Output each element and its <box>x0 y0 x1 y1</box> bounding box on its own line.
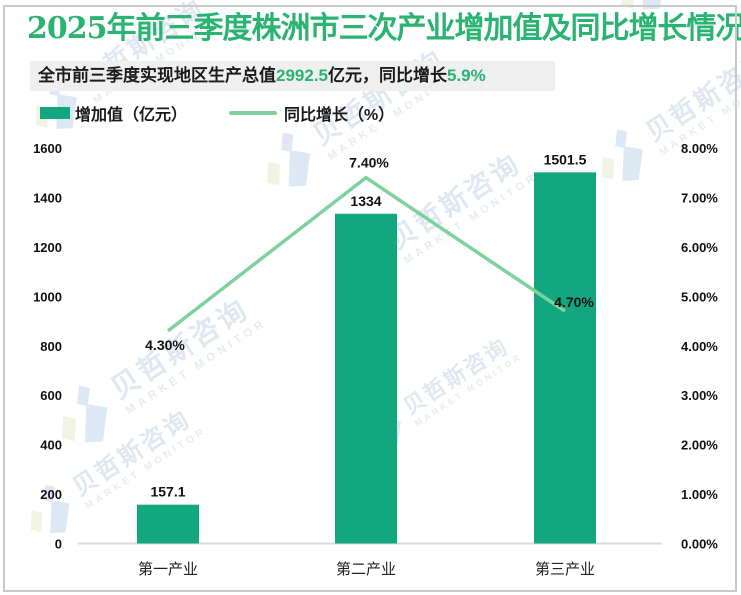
left-axis-tick: 200 <box>40 487 62 502</box>
right-axis-tick: 8.00% <box>681 141 718 156</box>
legend-item-line: 同比增长（%） <box>229 101 394 125</box>
right-axis-tick: 4.00% <box>681 339 718 354</box>
category-label: 第三产业 <box>535 560 595 578</box>
left-axis-tick: 800 <box>40 339 62 354</box>
left-axis-tick: 1000 <box>33 289 62 304</box>
right-axis-tick: 5.00% <box>681 289 718 304</box>
gdp-value: 2992.5 <box>276 66 328 85</box>
left-axis-tick: 600 <box>40 388 62 403</box>
subtitle-prefix: 全市前三季度实现地区生产总值 <box>38 66 276 85</box>
legend-bar-label: 增加值（亿元） <box>75 107 188 124</box>
growth-line <box>166 175 566 333</box>
bar-value-label: 1501.5 <box>544 151 587 167</box>
growth-value: 5.9% <box>447 66 486 85</box>
subtitle-middle: 亿元，同比增长 <box>328 66 447 85</box>
category-label: 第一产业 <box>138 560 198 578</box>
line-swatch-icon <box>229 111 278 115</box>
bar-value-label: 157.1 <box>150 484 185 500</box>
subtitle-banner: 全市前三季度实现地区生产总值2992.5亿元，同比增长5.9% <box>30 61 555 91</box>
chart-title: 2025年前三季度株洲市三次产业增加值及同比增长情况 <box>27 11 741 46</box>
growth-point-label: 7.40% <box>349 155 389 171</box>
bar <box>335 213 397 544</box>
right-axis-tick: 7.00% <box>681 190 718 205</box>
left-axis-tick: 1400 <box>33 190 62 205</box>
legend-line-label: 同比增长（%） <box>284 107 395 124</box>
category-label: 第二产业 <box>336 560 396 578</box>
right-axis-tick: 1.00% <box>681 487 718 502</box>
bar-value-label: 1334 <box>350 193 381 209</box>
left-axis-tick: 400 <box>40 438 62 453</box>
bar <box>534 172 596 544</box>
left-axis-tick: 1200 <box>33 240 62 255</box>
right-axis-tick: 6.00% <box>681 240 718 255</box>
bar <box>137 504 199 544</box>
left-axis-tick: 1600 <box>33 141 62 156</box>
right-axis-tick: 2.00% <box>681 438 718 453</box>
growth-point-label: 4.30% <box>145 337 185 353</box>
left-axis-tick: 0 <box>55 537 62 552</box>
growth-point-label: 4.70% <box>554 294 594 310</box>
right-axis-tick: 3.00% <box>681 388 718 403</box>
right-axis-tick: 0.00% <box>681 537 718 552</box>
